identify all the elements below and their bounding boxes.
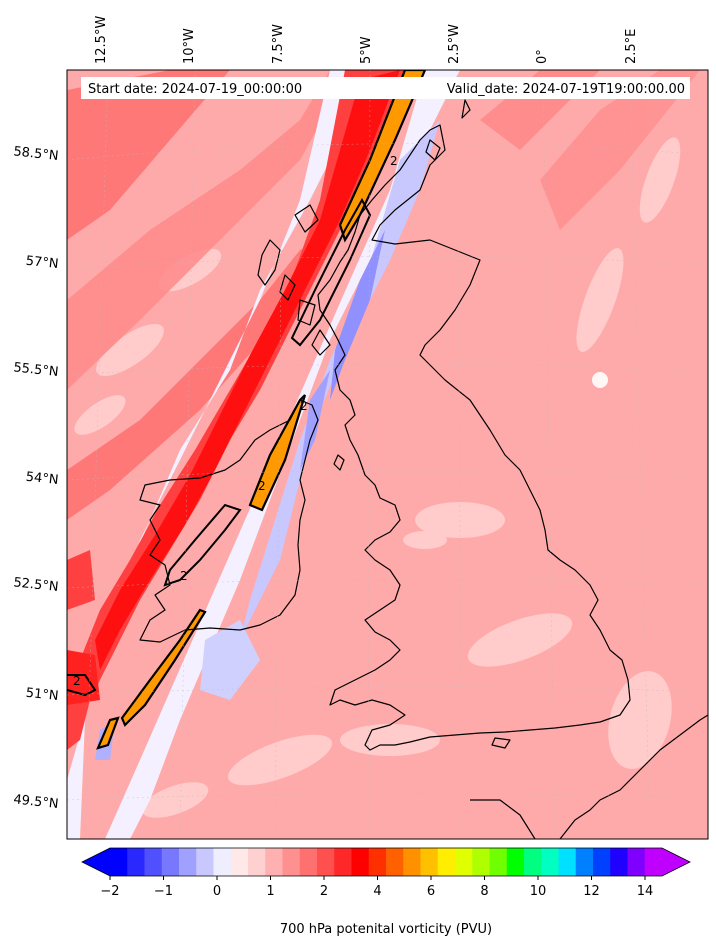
header-box: Start date: 2024-07-19_00:00:00 Valid_da… xyxy=(81,77,690,99)
lat-label: 58.5°N xyxy=(13,144,59,164)
colorbar-cell xyxy=(368,848,387,876)
colorbar-cell xyxy=(403,848,421,876)
lat-label: 52.5°N xyxy=(13,575,59,595)
colorbar-cell xyxy=(161,848,180,876)
contour-label: 2 xyxy=(300,399,308,413)
colorbar-cell xyxy=(127,848,145,876)
start-date-label: Start date: 2024-07-19_00:00:00 xyxy=(88,82,302,97)
colorbar: −2 −1 0 1 2 4 6 8 10 12 14 700 hPa potenital vorti… xyxy=(81,847,691,937)
colorbar-cell xyxy=(282,848,301,876)
colorbar-title: 700 hPa potenital vorticity (PVU) xyxy=(280,922,492,937)
map-panel: 2 2 2 2 2 xyxy=(67,70,708,839)
contour-label: 2 xyxy=(258,479,266,493)
colorbar-cell xyxy=(420,848,439,876)
colorbar-cell xyxy=(455,848,473,876)
coast-ireland xyxy=(139,399,319,643)
colorbar-cell xyxy=(575,848,594,876)
contour-label: 2 xyxy=(73,674,81,688)
pv-field-light-patches xyxy=(74,137,681,818)
colorbar-tick-label: 12 xyxy=(583,884,600,899)
colorbar-tick-label: 14 xyxy=(637,884,654,899)
colorbar-cell xyxy=(386,848,404,876)
lon-label: 10°W xyxy=(182,28,197,64)
colorbar-max-extend xyxy=(662,848,690,876)
colorbar-cell xyxy=(593,848,611,876)
colorbar-cell xyxy=(299,848,318,876)
colorbar-cell xyxy=(541,848,559,876)
pv-contours xyxy=(67,197,372,697)
contour-label: 2 xyxy=(180,569,188,583)
map-frame xyxy=(66,69,709,840)
colorbar-ticks: −2 −1 0 1 2 4 6 8 10 12 14 xyxy=(100,876,653,899)
lon-label: 5°W xyxy=(359,36,374,64)
latitude-labels: 58.5°N 57°N 55.5°N 54°N 52.5°N 51°N 49.5… xyxy=(13,144,59,812)
colorbar-cell xyxy=(230,848,249,876)
colorbar-min-extend xyxy=(82,848,110,876)
lon-label: 2.5°W xyxy=(447,24,462,64)
coastline xyxy=(139,99,708,839)
colorbar-tick-label: 1 xyxy=(266,884,274,899)
lon-label: 12.5°W xyxy=(94,16,109,64)
colorbar-cell xyxy=(627,848,646,876)
colorbar-cell xyxy=(472,848,490,876)
colorbar-cell xyxy=(489,848,508,876)
colorbar-cell xyxy=(213,848,232,876)
colorbar-cell xyxy=(558,848,577,876)
lon-label: 0° xyxy=(535,49,550,64)
colorbar-cell xyxy=(179,848,197,876)
pv-field-high-ribbons xyxy=(96,70,427,750)
colorbar-tick-label: −1 xyxy=(154,884,173,899)
colorbar-cell xyxy=(437,848,456,876)
colorbar-cell xyxy=(524,848,542,876)
coast-great-britain xyxy=(317,124,631,751)
lat-label: 51°N xyxy=(25,686,59,704)
colorbar-tick-label: 6 xyxy=(427,884,435,899)
colorbar-cell xyxy=(265,848,283,876)
colorbar-tick-label: 4 xyxy=(373,884,381,899)
lat-label: 49.5°N xyxy=(13,792,59,812)
contour-labels: 2 2 2 2 2 xyxy=(73,154,398,688)
colorbar-tick-label: 10 xyxy=(530,884,547,899)
lon-label: 7.5°W xyxy=(271,24,286,64)
longitude-labels: 12.5°W 10°W 7.5°W 5°W 2.5°W 0° 2.5°E xyxy=(94,16,639,64)
colorbar-cell xyxy=(144,848,163,876)
pv-field-strong-band xyxy=(67,70,410,750)
coast-continent-south xyxy=(470,799,536,839)
lat-label: 57°N xyxy=(25,254,59,272)
colorbar-cell xyxy=(351,848,370,876)
coast-hebrides xyxy=(257,204,331,356)
coast-isle-of-man xyxy=(333,454,345,471)
lat-label: 55.5°N xyxy=(13,360,59,380)
colorbar-tick-label: 8 xyxy=(480,884,488,899)
coast-isle-of-wight xyxy=(491,737,511,749)
coast-northern-isles xyxy=(425,99,471,161)
coast-continent xyxy=(559,714,708,839)
colorbar-cell xyxy=(506,848,525,876)
colorbar-cell xyxy=(317,848,335,876)
lon-label: 2.5°E xyxy=(624,29,639,64)
colorbar-tick-label: 0 xyxy=(213,884,221,899)
lat-label: 54°N xyxy=(25,470,59,488)
colorbar-cell xyxy=(248,848,266,876)
graticule xyxy=(67,70,708,839)
colorbar-cell xyxy=(644,848,663,876)
contour-label: 2 xyxy=(390,154,398,168)
colorbar-tick-label: 2 xyxy=(320,884,328,899)
colorbar-cell xyxy=(110,848,128,876)
colorbar-cell xyxy=(334,848,352,876)
colorbar-cell xyxy=(610,848,628,876)
colorbar-cell xyxy=(196,848,214,876)
colorbar-cells xyxy=(110,848,663,876)
colorbar-tick-label: −2 xyxy=(100,884,119,899)
valid-date-label: Valid_date: 2024-07-19T19:00:00.00 xyxy=(447,82,685,97)
